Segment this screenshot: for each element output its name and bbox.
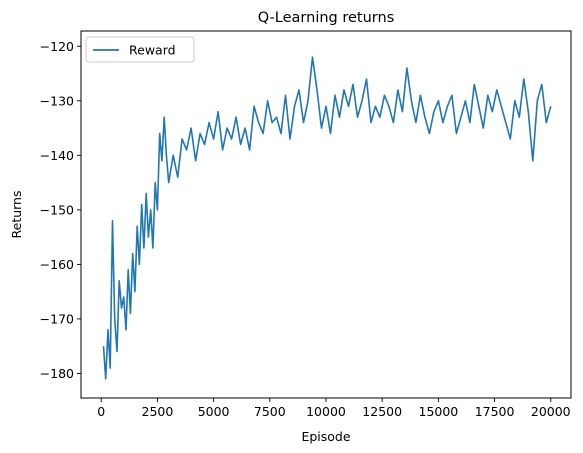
x-tick-label: 17500 [475, 404, 515, 419]
y-axis-label: Returns [9, 191, 24, 239]
x-tick-label: 15000 [419, 404, 459, 419]
y-tick-label: −150 [40, 202, 74, 217]
y-tick-label: −180 [40, 366, 74, 381]
y-tick-label: −160 [40, 257, 74, 272]
legend-label-reward: Reward [129, 43, 176, 58]
axes-frame [80, 30, 572, 399]
y-tick-label: −120 [40, 39, 74, 54]
x-tick-label: 7500 [254, 404, 286, 419]
x-tick-label: 20000 [531, 404, 571, 419]
y-tick-label: −170 [40, 311, 74, 326]
x-tick-label: 10000 [306, 404, 346, 419]
series-line-reward [102, 56, 552, 380]
x-tick-label: 2500 [142, 404, 174, 419]
x-tick-label: 12500 [362, 404, 402, 419]
x-tick-label: 0 [97, 404, 105, 419]
x-tick-label: 5000 [198, 404, 230, 419]
legend: Reward [85, 36, 195, 63]
plot-area [102, 56, 552, 380]
legend-box [85, 36, 195, 63]
x-axis-label: Episode [301, 429, 350, 444]
y-tick-label: −130 [40, 93, 74, 108]
chart-title: Q-Learning returns [258, 10, 395, 26]
ticks: 0 2500 5000 7500 10000 12500 15000 17500 20000 −1… [40, 39, 571, 419]
y-tick-label: −140 [40, 148, 74, 163]
